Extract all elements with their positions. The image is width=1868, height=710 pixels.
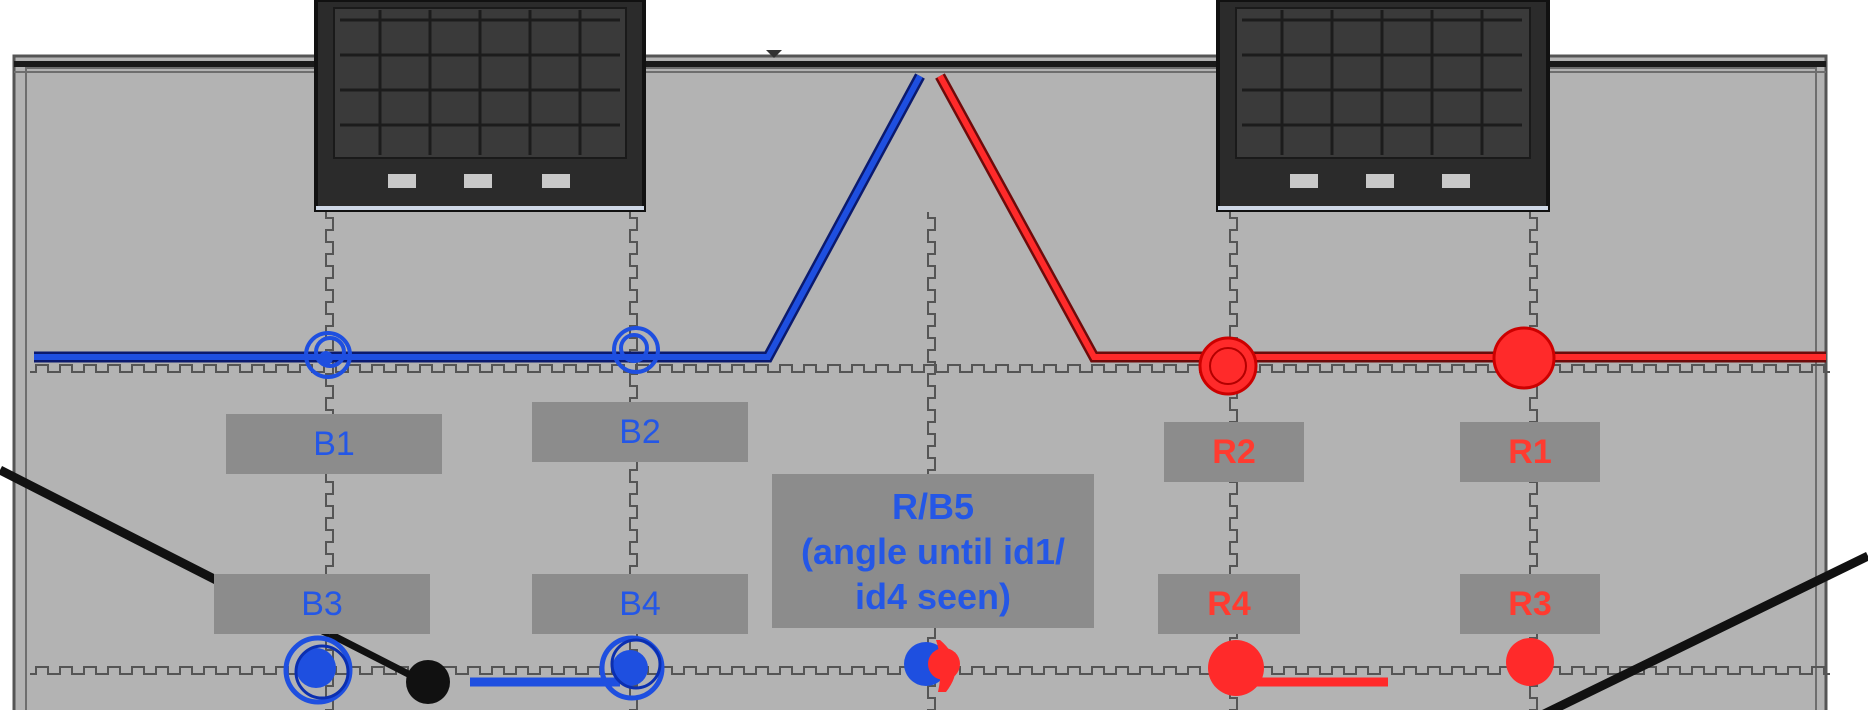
label-rb5: R/B5 (angle until id1/ id4 seen) — [772, 474, 1094, 628]
label-b4: B4 — [532, 574, 748, 634]
right-structure — [1216, 0, 1550, 212]
label-r3-text: R3 — [1508, 584, 1552, 623]
red-start-marker-r2 — [1198, 336, 1258, 396]
red-path — [937, 74, 1826, 360]
label-r1: R1 — [1460, 422, 1600, 482]
label-r4: R4 — [1158, 574, 1300, 634]
label-b2: B2 — [532, 402, 748, 462]
right-diagonal-line — [1542, 551, 1868, 710]
left-line-end-marker — [406, 660, 450, 704]
tile-seam-vertical-3 — [927, 212, 936, 710]
label-r2: R2 — [1164, 422, 1304, 482]
label-rb5-line1: R/B5 — [891, 485, 975, 527]
label-b3-text: B3 — [301, 584, 343, 623]
label-rb5-line3: id4 seen) — [854, 575, 1012, 617]
blue-start-marker-b3 — [283, 635, 353, 705]
label-b3: B3 — [214, 574, 430, 634]
label-r1-text: R1 — [1508, 432, 1552, 471]
label-b2-text: B2 — [619, 412, 661, 451]
red-start-marker-r4 — [1208, 640, 1264, 696]
field-inner-border — [25, 67, 1817, 710]
left-diagonal-line-3 — [328, 630, 422, 684]
label-r4-text: R4 — [1207, 584, 1251, 623]
top-marker-icon — [766, 50, 782, 58]
label-b1-text: B1 — [313, 424, 355, 463]
label-b1: B1 — [226, 414, 442, 474]
blue-start-marker-b1 — [304, 331, 352, 379]
label-r2-text: R2 — [1212, 432, 1256, 471]
label-b4-text: B4 — [619, 584, 661, 623]
red-start-marker-r1 — [1492, 326, 1556, 390]
blue-start-marker-b2 — [612, 326, 660, 374]
label-rb5-line2: (angle until id1/ — [800, 530, 1065, 572]
red-start-marker-r3 — [1506, 638, 1554, 686]
blue-start-marker-b4 — [599, 635, 665, 701]
left-structure — [314, 0, 646, 212]
label-r3: R3 — [1460, 574, 1600, 634]
left-diagonal-line — [0, 465, 223, 587]
blue-path — [34, 74, 923, 360]
combo-start-marker-rb5 — [904, 640, 960, 692]
